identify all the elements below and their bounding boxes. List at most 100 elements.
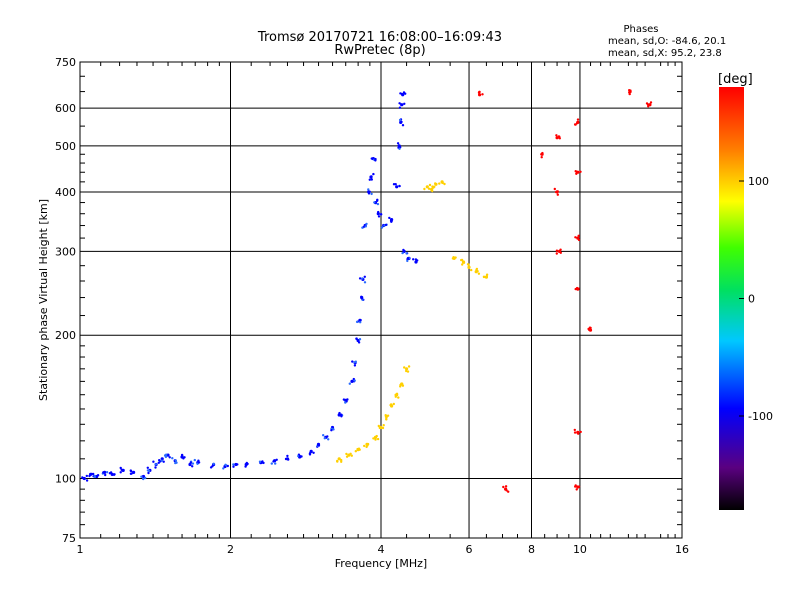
data-point: [350, 379, 354, 383]
tick-marks: [80, 62, 682, 538]
y-axis-label: Stationary phase Virtual Height [km]: [37, 199, 50, 401]
data-point: [154, 466, 157, 469]
data-point: [389, 219, 393, 222]
data-point: [376, 202, 380, 206]
data-point: [366, 442, 370, 446]
data-point: [147, 471, 150, 475]
data-point: [398, 147, 401, 150]
grid-lines: [80, 62, 682, 538]
data-point: [373, 201, 376, 204]
data-point: [376, 437, 380, 441]
data-point: [405, 369, 408, 373]
data-point: [577, 238, 581, 242]
data-point: [365, 445, 368, 449]
plot-frame: [79, 61, 683, 539]
colorbar-label: [deg]: [718, 72, 753, 87]
data-point: [363, 281, 367, 284]
data-point: [575, 172, 578, 175]
data-point: [330, 429, 333, 432]
data-point: [286, 457, 289, 460]
data-point: [340, 458, 343, 462]
y-tick-label: 75: [62, 532, 76, 545]
data-point: [357, 341, 361, 344]
data-point: [326, 435, 329, 438]
data-point: [377, 215, 381, 218]
data-point: [96, 474, 100, 477]
data-point: [423, 187, 426, 191]
data-point: [147, 469, 151, 473]
data-point: [426, 185, 429, 189]
data-point: [477, 272, 481, 275]
data-point: [573, 428, 576, 432]
data-point: [398, 118, 402, 122]
data-point: [119, 471, 122, 474]
data-point: [174, 459, 177, 462]
data-point: [245, 462, 249, 466]
data-point: [364, 225, 367, 228]
data-point: [452, 256, 455, 260]
data-point: [579, 430, 582, 434]
data-point: [370, 178, 373, 181]
data-point: [555, 252, 558, 255]
y-tick-label: 600: [55, 102, 76, 115]
data-point: [460, 258, 464, 262]
data-point: [435, 183, 438, 186]
data-point: [370, 192, 373, 196]
data-point: [224, 463, 227, 466]
data-point: [102, 471, 105, 474]
data-point: [105, 471, 109, 474]
data-point: [540, 153, 543, 156]
data-point: [286, 454, 289, 458]
data-point: [462, 261, 466, 264]
data-point: [467, 266, 470, 269]
data-point: [481, 93, 484, 96]
data-point: [365, 222, 368, 226]
data-point: [258, 460, 262, 463]
data-point: [322, 434, 325, 437]
data-point: [401, 124, 405, 127]
data-point: [577, 432, 580, 435]
data-point: [394, 183, 397, 186]
data-point: [555, 134, 558, 137]
data-point: [368, 178, 371, 181]
data-point: [475, 268, 478, 272]
data-point: [406, 259, 409, 263]
data-point: [345, 455, 349, 458]
data-point: [398, 184, 401, 188]
x-tick-label: 10: [573, 543, 587, 556]
data-point: [312, 451, 315, 454]
data-point: [244, 465, 247, 468]
data-point: [441, 181, 444, 185]
data-point: [367, 188, 370, 191]
data-point: [461, 263, 464, 266]
data-point: [351, 360, 354, 363]
data-point: [372, 172, 375, 176]
data-point: [646, 103, 650, 106]
x-tick-label: 1: [77, 543, 84, 556]
data-point: [396, 142, 400, 145]
data-point: [350, 454, 353, 457]
data-point: [168, 456, 171, 459]
phase-stats-heading: Phases: [623, 24, 658, 35]
data-point: [575, 122, 579, 125]
data-point: [554, 190, 558, 194]
data-point: [375, 434, 378, 438]
data-point: [358, 277, 362, 280]
data-point: [360, 297, 364, 300]
data-point: [370, 175, 373, 178]
data-point: [212, 462, 215, 465]
data-point: [274, 462, 277, 465]
data-point: [359, 321, 362, 324]
data-point: [85, 474, 89, 478]
data-point: [394, 395, 397, 398]
data-point: [559, 248, 562, 251]
data-point: [275, 458, 278, 461]
data-point: [576, 236, 579, 239]
data-point: [109, 471, 113, 474]
data-point: [162, 460, 165, 463]
data-point: [377, 424, 380, 428]
data-point: [338, 411, 341, 415]
data-point: [191, 462, 195, 465]
x-tick-label: 2: [227, 543, 234, 556]
